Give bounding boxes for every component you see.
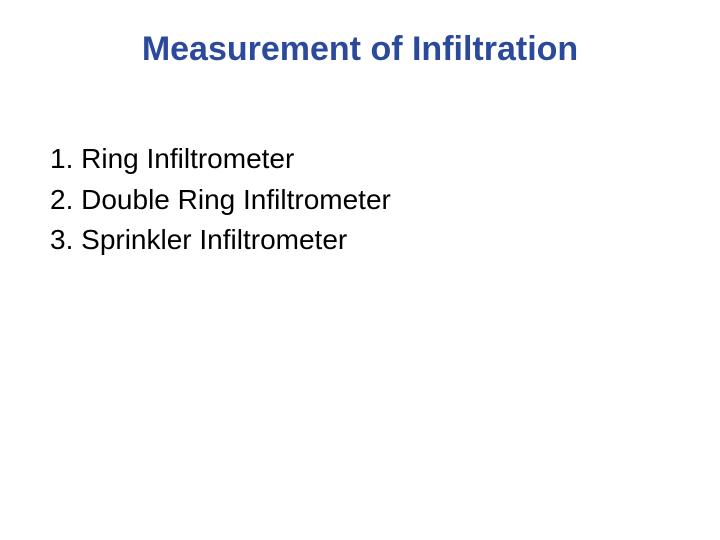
content-list: Ring Infiltrometer Double Ring Infiltrom… [50, 139, 670, 261]
list-item: Double Ring Infiltrometer [50, 180, 670, 221]
list-item: Ring Infiltrometer [50, 139, 670, 180]
list-item: Sprinkler Infiltrometer [50, 220, 670, 261]
slide-title: Measurement of Infiltration [50, 30, 670, 69]
slide-container: Measurement of Infiltration Ring Infiltr… [0, 0, 720, 540]
